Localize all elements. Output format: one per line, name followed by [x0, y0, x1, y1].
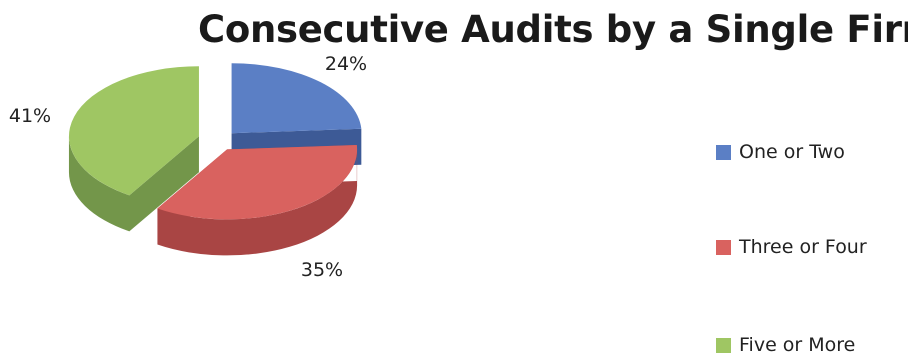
data-label-one-or-two: 24% — [325, 53, 367, 75]
legend-swatch-five-or-more — [716, 337, 731, 353]
legend: One or Two Three or Four Five or More — [716, 0, 908, 360]
pie-slice-three-or-four — [157, 145, 358, 220]
pie-slice-five-or-more — [68, 66, 199, 196]
legend-item-five-or-more: Five or More — [716, 333, 855, 357]
legend-label-one-or-two: One or Two — [739, 141, 845, 163]
legend-swatch-three-or-four — [716, 239, 731, 255]
data-label-three-or-four: 35% — [301, 259, 343, 281]
legend-label-five-or-more: Five or More — [739, 334, 856, 356]
legend-item-one-or-two: One or Two — [716, 140, 845, 164]
pie-slice-side-one-or-two — [231, 63, 362, 170]
pie-slice-one-or-two — [231, 63, 362, 134]
chart-title: Consecutive Audits by a Single Firm — [198, 8, 908, 51]
pie-labels: 24% 35% 41% — [9, 53, 367, 281]
pie-slice-side-five-or-more — [68, 66, 199, 232]
legend-item-three-or-four: Three or Four — [716, 235, 867, 259]
legend-label-three-or-four: Three or Four — [739, 236, 867, 258]
data-label-five-or-more: 41% — [9, 105, 51, 127]
pie-tops — [68, 63, 362, 220]
legend-swatch-one-or-two — [716, 144, 731, 160]
